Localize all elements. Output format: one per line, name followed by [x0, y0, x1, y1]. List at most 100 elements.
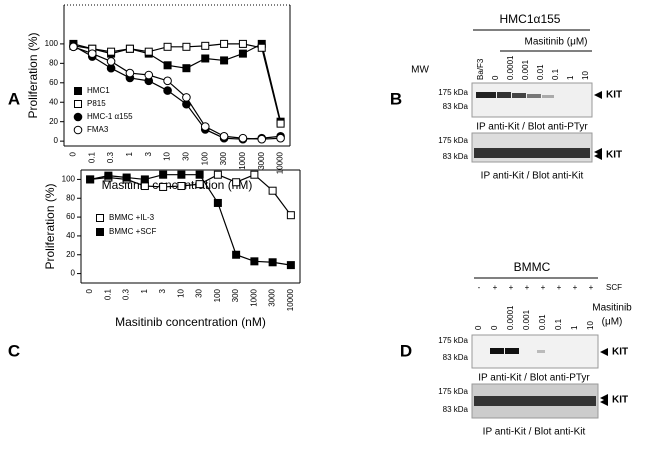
x-tick-label: 0 — [69, 151, 78, 156]
mw-marker: 175 kDa — [438, 88, 468, 97]
sign: + — [557, 283, 562, 292]
marker — [96, 214, 104, 222]
lane-label: 10 — [581, 71, 590, 80]
band-label: KIT — [612, 347, 628, 358]
band — [497, 92, 511, 98]
x-tick-label: 0.1 — [87, 151, 96, 163]
x-tick-label: 300 — [219, 151, 228, 165]
panel-letter: A — [8, 89, 20, 108]
marker — [195, 170, 204, 179]
marker — [87, 49, 97, 58]
y-tick-label: 60 — [49, 78, 58, 87]
marker — [182, 93, 191, 102]
y-tick-label: 20 — [66, 250, 75, 259]
band — [542, 95, 554, 98]
series-line — [73, 43, 282, 122]
marker — [74, 100, 82, 108]
x-tick-label: 10000 — [276, 151, 285, 174]
marker — [163, 61, 172, 70]
mw-marker: 175 kDa — [438, 136, 468, 145]
x-tick-label: 3000 — [257, 151, 266, 169]
lane-label: 0.1 — [554, 318, 563, 330]
lane-label: 10 — [586, 321, 595, 330]
x-tick-label: 30 — [195, 288, 204, 297]
marker — [201, 54, 210, 63]
sign: + — [525, 283, 530, 292]
blot-title: HMC1α155 — [500, 12, 561, 26]
marker — [268, 258, 277, 267]
marker — [96, 228, 104, 236]
lane-label: 0.0001 — [506, 305, 515, 330]
marker — [182, 42, 191, 51]
mw-label: MW — [411, 65, 429, 76]
lane-label: 0.0001 — [506, 55, 515, 80]
lane-label: 1 — [566, 75, 575, 80]
mw-marker: 175 kDa — [438, 387, 468, 396]
blot-title: BMMC — [514, 260, 551, 274]
legend-label: BMMC +IL-3 — [109, 213, 155, 222]
y-tick-label: 80 — [66, 193, 75, 202]
marker — [74, 87, 82, 95]
sign: - — [478, 283, 481, 292]
x-axis-title: Masitinib concentration (nM) — [115, 315, 266, 329]
sign: + — [589, 283, 594, 292]
marker — [125, 44, 134, 53]
y-tick-label: 0 — [54, 136, 59, 145]
x-tick-label: 3 — [144, 151, 153, 156]
marker — [219, 131, 229, 141]
band — [474, 396, 596, 406]
lane-label: 0.001 — [521, 59, 530, 80]
treatment: (μM) — [602, 317, 623, 328]
sign: + — [493, 283, 498, 292]
marker — [144, 70, 154, 80]
marker — [250, 170, 259, 179]
x-tick-label: 300 — [231, 288, 240, 302]
marker — [220, 56, 229, 65]
caption: IP anti-Kit / Blot anti-Kit — [481, 171, 584, 182]
marker — [122, 173, 131, 182]
marker — [73, 125, 83, 135]
marker — [238, 49, 247, 58]
marker — [257, 134, 267, 144]
lane-label: 0.01 — [538, 314, 547, 330]
marker — [107, 47, 116, 56]
marker — [238, 133, 248, 143]
x-tick-label: 30 — [182, 151, 191, 160]
mw-marker: 83 kDa — [443, 102, 469, 111]
marker — [125, 68, 135, 78]
x-tick-label: 1 — [140, 288, 149, 293]
stimulus: SCF — [606, 283, 622, 292]
lane-label: 1 — [570, 325, 579, 330]
x-tick-label: 1000 — [238, 151, 247, 169]
y-tick-label: 20 — [49, 117, 58, 126]
lane-labels: Ba/F3 0 0.0001 0.001 0.01 0.1 1 10 — [476, 55, 590, 80]
marker — [86, 175, 95, 184]
lane-labels: 0 0 0.0001 0.001 0.01 0.1 1 10 — [474, 305, 595, 330]
x-tick-label: 100 — [200, 151, 209, 165]
legend-label: HMC1 — [87, 86, 110, 95]
band — [537, 350, 545, 353]
y-tick-label: 40 — [49, 97, 58, 106]
mw-marker: 83 kDa — [443, 353, 469, 362]
x-tick-label: 3 — [158, 288, 167, 293]
sign-row: - + + + + + + + — [478, 283, 594, 292]
band — [474, 148, 590, 158]
arrow — [594, 91, 602, 160]
lane-label: 0 — [474, 325, 483, 330]
y-axis-title: Proliferation (%) — [43, 183, 57, 269]
x-tick-label: 0.3 — [106, 151, 115, 163]
marker — [163, 76, 172, 86]
lane-label: 0 — [490, 325, 499, 330]
x-tick-label: 0 — [85, 288, 94, 293]
panel-letter: B — [390, 89, 402, 108]
y-tick-label: 100 — [45, 39, 59, 48]
legend-label: HMC-1 α155 — [87, 112, 133, 121]
panel-letter: C — [8, 341, 20, 360]
x-tick-label: 100 — [213, 288, 222, 302]
marker — [140, 182, 149, 191]
marker — [69, 42, 78, 52]
marker — [177, 170, 186, 179]
marker — [250, 257, 259, 266]
marker — [286, 211, 295, 220]
